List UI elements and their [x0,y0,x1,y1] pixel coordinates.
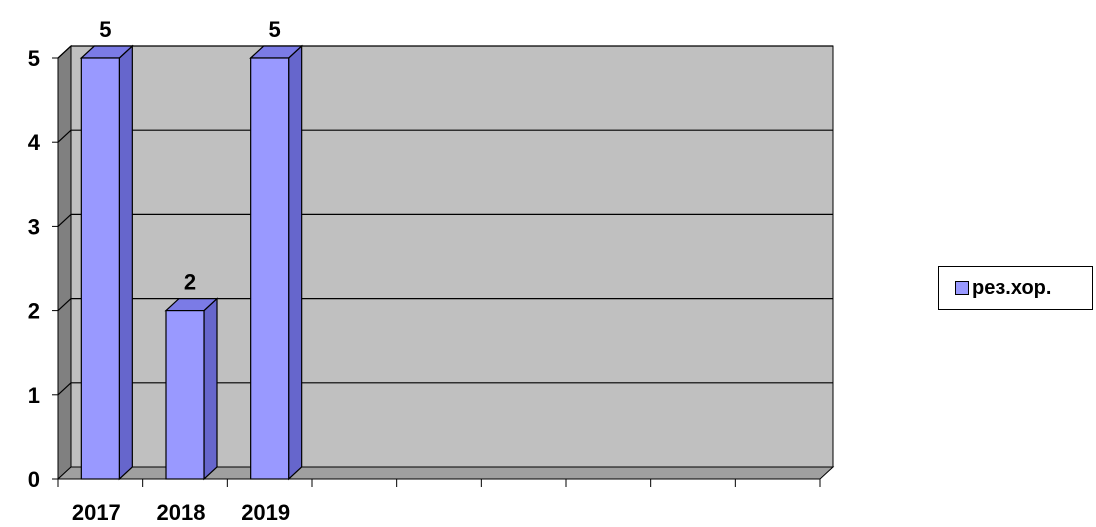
legend-swatch [955,281,969,295]
x-tick-label: 2018 [157,500,206,525]
bar [165,310,205,480]
bars [79,44,304,481]
bar [80,57,120,480]
y-tick-label: 5 [28,46,40,71]
labels: 0 1 2 3 4 5 5 2 5 2017 2018 2019 [28,17,290,525]
x-tick-label: 2019 [241,500,290,525]
y-tick-label: 0 [28,467,40,492]
data-label: 2 [184,270,196,295]
y-tick-label: 1 [28,383,40,408]
data-label: 5 [269,17,281,42]
gridline-side [57,298,72,312]
gridline-side [57,129,72,143]
bar-side [288,44,303,481]
y-tick-label: 4 [28,130,41,155]
gridline-side [57,45,72,59]
bar-side [203,297,218,481]
x-tick-label: 2017 [72,500,121,525]
side-wall [57,44,72,481]
y-tick-label: 3 [28,214,40,239]
y-tick-label: 2 [28,299,40,324]
legend-label: рез.хор. [972,276,1052,299]
data-label: 5 [99,17,111,42]
gridline-side [57,382,72,396]
bar [250,57,290,480]
legend: рез.хор. [938,266,1093,310]
bar-side [118,44,133,481]
gridline-side [57,213,72,227]
